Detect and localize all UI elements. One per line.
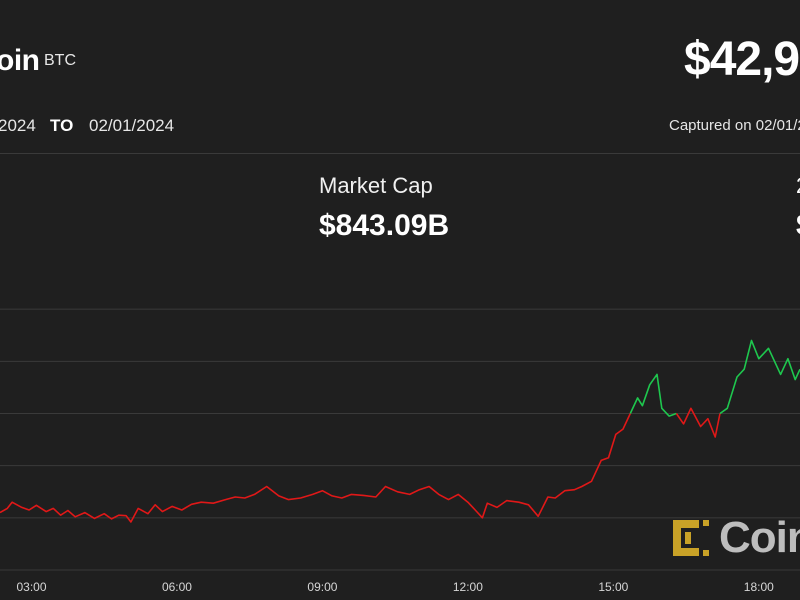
- market-cap-value: $843.09B: [319, 209, 450, 242]
- brand-name: oin: [0, 44, 40, 77]
- price-line-segment-up: [629, 373, 677, 417]
- x-tick-label: 06:00: [162, 580, 192, 594]
- price-line-segment-down: [0, 413, 632, 523]
- current-price: $42,9: [684, 33, 800, 86]
- header-divider: [0, 153, 800, 154]
- watermark: Coin: [669, 513, 800, 562]
- coindesk-logo-icon: [673, 520, 709, 556]
- x-tick-label: 15:00: [598, 580, 628, 594]
- ticker-symbol: BTC: [44, 52, 76, 69]
- captured-timestamp: Captured on 02/01/2: [669, 117, 800, 134]
- x-tick-label: 09:00: [307, 580, 337, 594]
- watermark-text: Coin: [719, 513, 800, 562]
- range-end-date: 02/01/2024: [89, 116, 175, 135]
- x-tick-label: 12:00: [453, 580, 483, 594]
- second-stat-label: 2: [796, 173, 800, 199]
- price-line-segment-down: [675, 407, 721, 438]
- range-start-date: 2024: [0, 116, 36, 135]
- market-cap-label: Market Cap: [319, 173, 433, 198]
- x-tick-label: 03:00: [16, 580, 46, 594]
- price-line-segment-up: [719, 339, 800, 415]
- range-to-label: TO: [50, 116, 74, 135]
- x-tick-label: 18:00: [744, 580, 774, 594]
- second-stat-value: $: [796, 209, 800, 243]
